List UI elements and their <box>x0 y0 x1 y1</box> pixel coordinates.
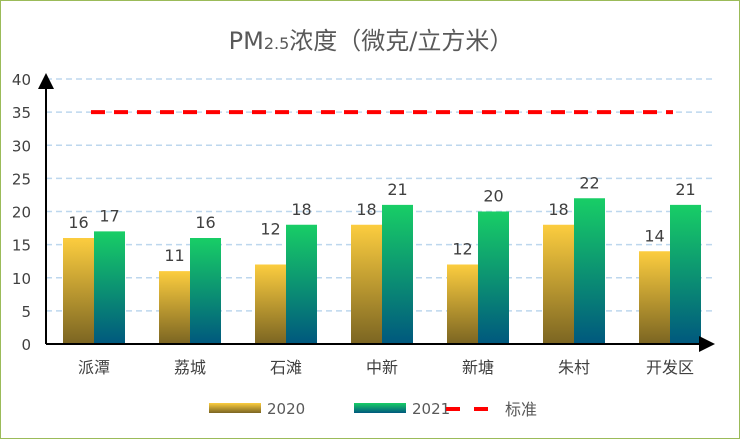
y-tick-label: 25 <box>12 170 31 188</box>
data-label: 16 <box>68 213 88 232</box>
data-label: 18 <box>356 200 376 219</box>
y-tick-label: 20 <box>12 204 31 222</box>
legend-swatch-2020 <box>209 403 261 413</box>
x-tick-label: 朱村 <box>558 358 590 377</box>
bar-2020 <box>351 224 382 344</box>
bar-2020 <box>159 271 190 344</box>
data-label: 14 <box>644 226 664 245</box>
x-tick-label: 中新 <box>366 358 398 377</box>
bar-2020 <box>63 238 94 344</box>
legend-label: 2020 <box>267 400 305 418</box>
y-tick-label: 0 <box>21 336 31 354</box>
bar-2021 <box>190 238 221 344</box>
bar-2021 <box>382 204 413 344</box>
x-tick-label: 荔城 <box>174 358 206 377</box>
y-tick-label: 15 <box>12 237 31 255</box>
data-label: 20 <box>483 187 503 206</box>
bar-2021 <box>478 211 509 344</box>
x-tick-label: 开发区 <box>646 358 694 377</box>
data-label: 18 <box>291 200 311 219</box>
legend-label: 2021 <box>412 400 450 418</box>
data-label: 16 <box>195 213 215 232</box>
bar-2020 <box>255 264 286 344</box>
bar-2021 <box>286 224 317 344</box>
x-tick-label: 派潭 <box>78 358 110 377</box>
bar-2020 <box>543 224 574 344</box>
data-label: 21 <box>387 180 407 199</box>
bar-2020 <box>447 264 478 344</box>
y-tick-label: 30 <box>12 137 31 155</box>
chart-title: PM2.5浓度（微克/立方米） <box>229 27 514 55</box>
data-label: 12 <box>452 240 472 259</box>
data-label: 22 <box>579 173 599 192</box>
data-label: 11 <box>164 246 184 265</box>
y-tick-label: 10 <box>12 270 31 288</box>
x-tick-label: 新塘 <box>462 358 494 377</box>
data-label: 18 <box>548 200 568 219</box>
data-label: 21 <box>675 180 695 199</box>
data-label: 17 <box>99 206 119 225</box>
bar-2021 <box>574 198 605 344</box>
legend-label: 标准 <box>505 400 537 419</box>
y-tick-label: 40 <box>12 71 31 89</box>
legend-swatch-2021 <box>354 403 406 413</box>
x-tick-label: 石滩 <box>270 358 302 377</box>
bar-2020 <box>639 251 670 344</box>
data-label: 12 <box>260 220 280 239</box>
y-tick-label: 35 <box>12 104 31 122</box>
bar-2021 <box>94 231 125 344</box>
bar-2021 <box>670 204 701 344</box>
y-tick-label: 5 <box>21 303 31 321</box>
